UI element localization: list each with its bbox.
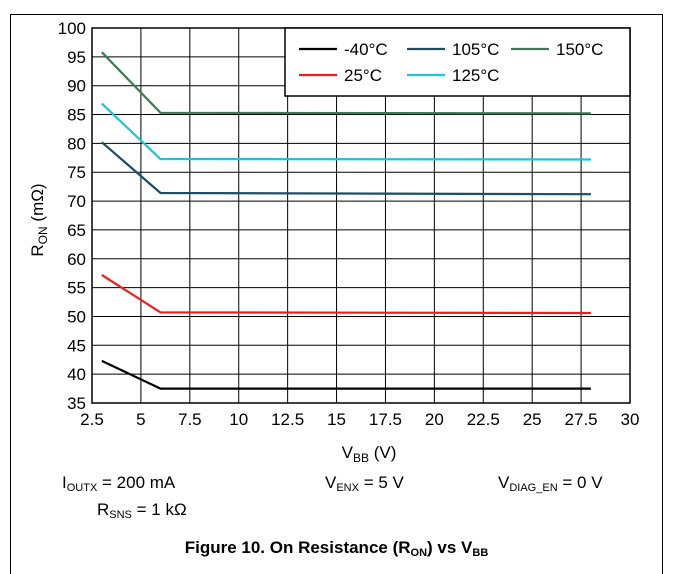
series-line-105c bbox=[101, 141, 591, 196]
y-tick-label: 40 bbox=[67, 365, 86, 384]
x-tick-label: 5 bbox=[136, 410, 145, 429]
y-tick-label: 60 bbox=[67, 250, 86, 269]
series-group bbox=[101, 51, 591, 390]
x-tick-labels: 2.5 5 7.5 10 12.5 15 17.5 20 22.5 25 27.5 30 bbox=[80, 410, 639, 429]
legend-label: 25°C bbox=[344, 66, 382, 85]
figure-frame-left bbox=[10, 14, 11, 574]
figure-caption: Figure 10. On Resistance (RON) vs VBB bbox=[184, 538, 489, 559]
y-tick-label: 65 bbox=[67, 221, 86, 240]
x-tick-label: 17.5 bbox=[369, 410, 402, 429]
figure-frame-right bbox=[662, 14, 663, 574]
x-tick-label: 22.5 bbox=[467, 410, 500, 429]
legend-box bbox=[284, 27, 631, 97]
y-tick-label: 75 bbox=[67, 163, 86, 182]
y-tick-label: 50 bbox=[67, 307, 86, 326]
x-tick-label: 12.5 bbox=[271, 410, 304, 429]
x-tick-label: 27.5 bbox=[565, 410, 598, 429]
y-tick-label: 90 bbox=[67, 77, 86, 96]
y-tick-label: 100 bbox=[58, 19, 86, 38]
legend-label: -40°C bbox=[344, 40, 388, 59]
legend-label: 125°C bbox=[452, 66, 499, 85]
y-tick-label: 85 bbox=[67, 106, 86, 125]
x-tick-label: 30 bbox=[621, 410, 640, 429]
x-axis-title: VBB (V) bbox=[342, 443, 397, 465]
figure-frame-top bbox=[10, 14, 663, 15]
legend-label: 105°C bbox=[452, 40, 499, 59]
x-tick-label: 25 bbox=[523, 410, 542, 429]
condition-vdiag-en: VDIAG_EN = 0 V bbox=[498, 473, 603, 494]
x-tick-label: 7.5 bbox=[178, 410, 202, 429]
y-tick-label: 55 bbox=[67, 279, 86, 298]
y-tick-label: 35 bbox=[67, 394, 86, 413]
y-tick-label: 95 bbox=[67, 48, 86, 67]
x-tick-label: 2.5 bbox=[80, 410, 104, 429]
series-line-25c bbox=[101, 273, 591, 315]
y-tick-labels: 35 40 45 50 55 60 65 70 75 80 85 90 95 100 bbox=[58, 19, 86, 413]
condition-ioutx: IOUTX = 200 mA bbox=[62, 473, 176, 494]
series-line-40c bbox=[101, 359, 591, 390]
series-line-125c bbox=[101, 102, 591, 161]
series-line-150c bbox=[101, 51, 591, 115]
legend: -40°C 25°C 105°C 125°C 150°C bbox=[284, 27, 631, 97]
y-tick-label: 70 bbox=[67, 192, 86, 211]
legend-label: 150°C bbox=[556, 40, 603, 59]
x-tick-label: 10 bbox=[229, 410, 248, 429]
x-tick-label: 15 bbox=[327, 410, 346, 429]
y-tick-label: 45 bbox=[67, 336, 86, 355]
y-axis-title: RON (mΩ) bbox=[28, 183, 50, 256]
condition-rsns: RSNS = 1 kΩ bbox=[97, 500, 187, 521]
y-tick-label: 80 bbox=[67, 134, 86, 153]
condition-venx: VENX = 5 V bbox=[325, 473, 404, 494]
x-tick-label: 20 bbox=[425, 410, 444, 429]
